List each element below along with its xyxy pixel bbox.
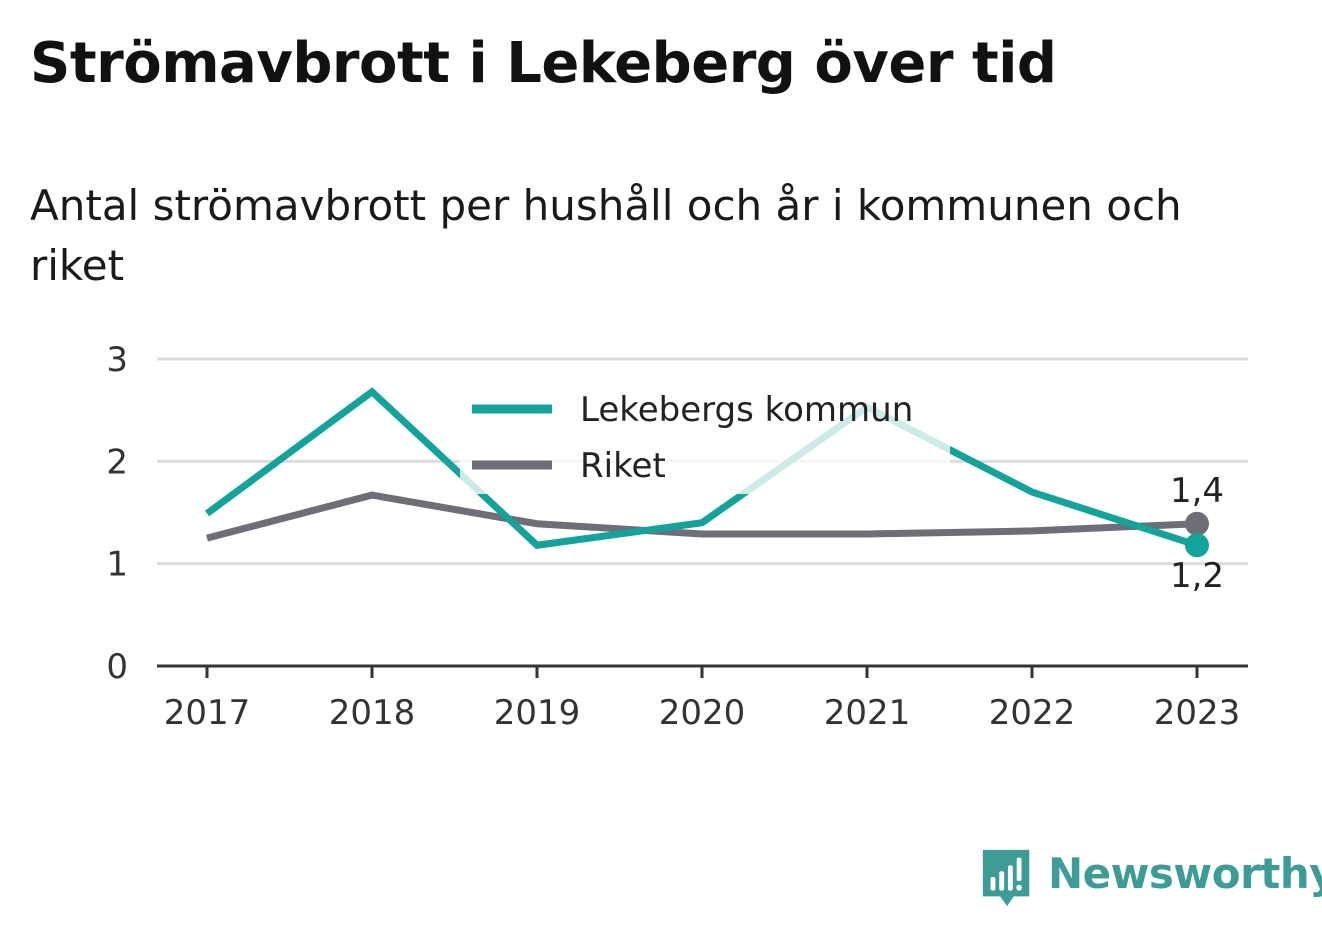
series-line-0 <box>204 387 1199 549</box>
end-value-label: 1,2 <box>1170 556 1224 596</box>
x-tick-label: 2023 <box>1154 693 1241 733</box>
series-line-1 <box>206 491 1198 542</box>
end-point-marker <box>1185 533 1209 558</box>
y-tick-label: 1 <box>106 545 128 585</box>
newsworthy-logo-icon <box>982 849 1030 907</box>
y-tick-label: 3 <box>106 340 128 380</box>
legend-label: Riket <box>580 446 666 486</box>
chart-subtitle: Antal strömavbrott per hushåll och år i … <box>30 181 1182 290</box>
y-axis-ticks: 0 1 2 3 <box>106 340 128 687</box>
y-tick-label: 2 <box>106 442 128 482</box>
x-axis: 2017 2018 2019 2020 2021 2022 2023 <box>157 664 1248 733</box>
series-lines <box>204 387 1199 549</box>
legend: Lekebergs kommun Riket <box>460 382 950 494</box>
brand-name: Newsworthy <box>1048 849 1322 898</box>
y-tick-label: 0 <box>106 647 128 687</box>
end-value-label: 1,4 <box>1170 471 1224 511</box>
x-tick-label: 2018 <box>329 693 416 733</box>
x-tick-label: 2019 <box>494 693 581 733</box>
x-tick-label: 2022 <box>989 693 1076 733</box>
legend-background <box>460 382 950 494</box>
legend-label: Lekebergs kommun <box>580 390 913 430</box>
x-tick-label: 2021 <box>824 693 911 733</box>
end-point-marker <box>1185 511 1209 536</box>
end-points: 1,2 1,4 <box>1170 471 1224 596</box>
x-tick-label: 2017 <box>164 693 251 733</box>
x-tick-label: 2020 <box>659 693 746 733</box>
chart-title: Strömavbrott i Lekeberg över tid <box>30 31 1057 96</box>
